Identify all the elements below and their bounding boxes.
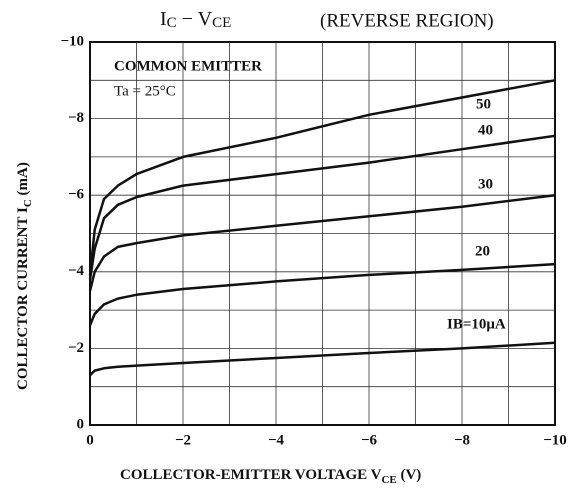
title-part: I [160,8,167,30]
series-label: 20 [475,243,490,259]
chart-subtitle: (REVERSE REGION) [320,10,494,31]
x-tick-label: 0 [86,432,94,448]
title-part: − V [177,8,213,30]
series-label: 40 [478,122,493,138]
x-label-part: CE [381,474,396,486]
y-label-part: COLLECTOR CURRENT I [15,207,31,390]
x-tick-label: −10 [543,432,567,448]
y-label-part: (mA) [15,162,31,199]
plot-frame [89,41,556,426]
x-label-part: (V) [397,467,422,483]
chart-title: IC − VCE [160,8,231,32]
y-tick-label: −2 [68,340,84,356]
y-tick-label: −4 [68,263,85,279]
y-tick-label: 0 [77,416,85,432]
annotation: COMMON EMITTER [114,58,262,74]
series-label: 50 [476,96,491,112]
y-tick-label: −6 [68,187,85,203]
y-label-part: C [22,199,34,207]
curve [88,79,556,276]
title-part: C [167,15,177,31]
series-label: IB=10μA [447,316,506,332]
curve [88,193,556,292]
x-tick-label: −4 [268,432,285,448]
y-axis-label: COLLECTOR CURRENT IC (mA) [15,162,33,390]
x-axis-label: COLLECTOR-EMITTER VOLTAGE VCE (V) [120,467,421,485]
curve [88,262,556,326]
curve [89,341,556,377]
x-label-part: COLLECTOR-EMITTER VOLTAGE V [120,467,382,483]
y-tick-label: −8 [68,110,84,126]
y-tick-label: −10 [60,33,84,49]
series-label: 30 [478,176,493,192]
annotation: Ta = 25°C [114,83,176,99]
x-tick-label: −8 [454,432,470,448]
x-tick-label: −6 [361,432,378,448]
curve [88,134,556,280]
title-part: CE [212,15,231,31]
x-tick-label: −2 [175,432,191,448]
